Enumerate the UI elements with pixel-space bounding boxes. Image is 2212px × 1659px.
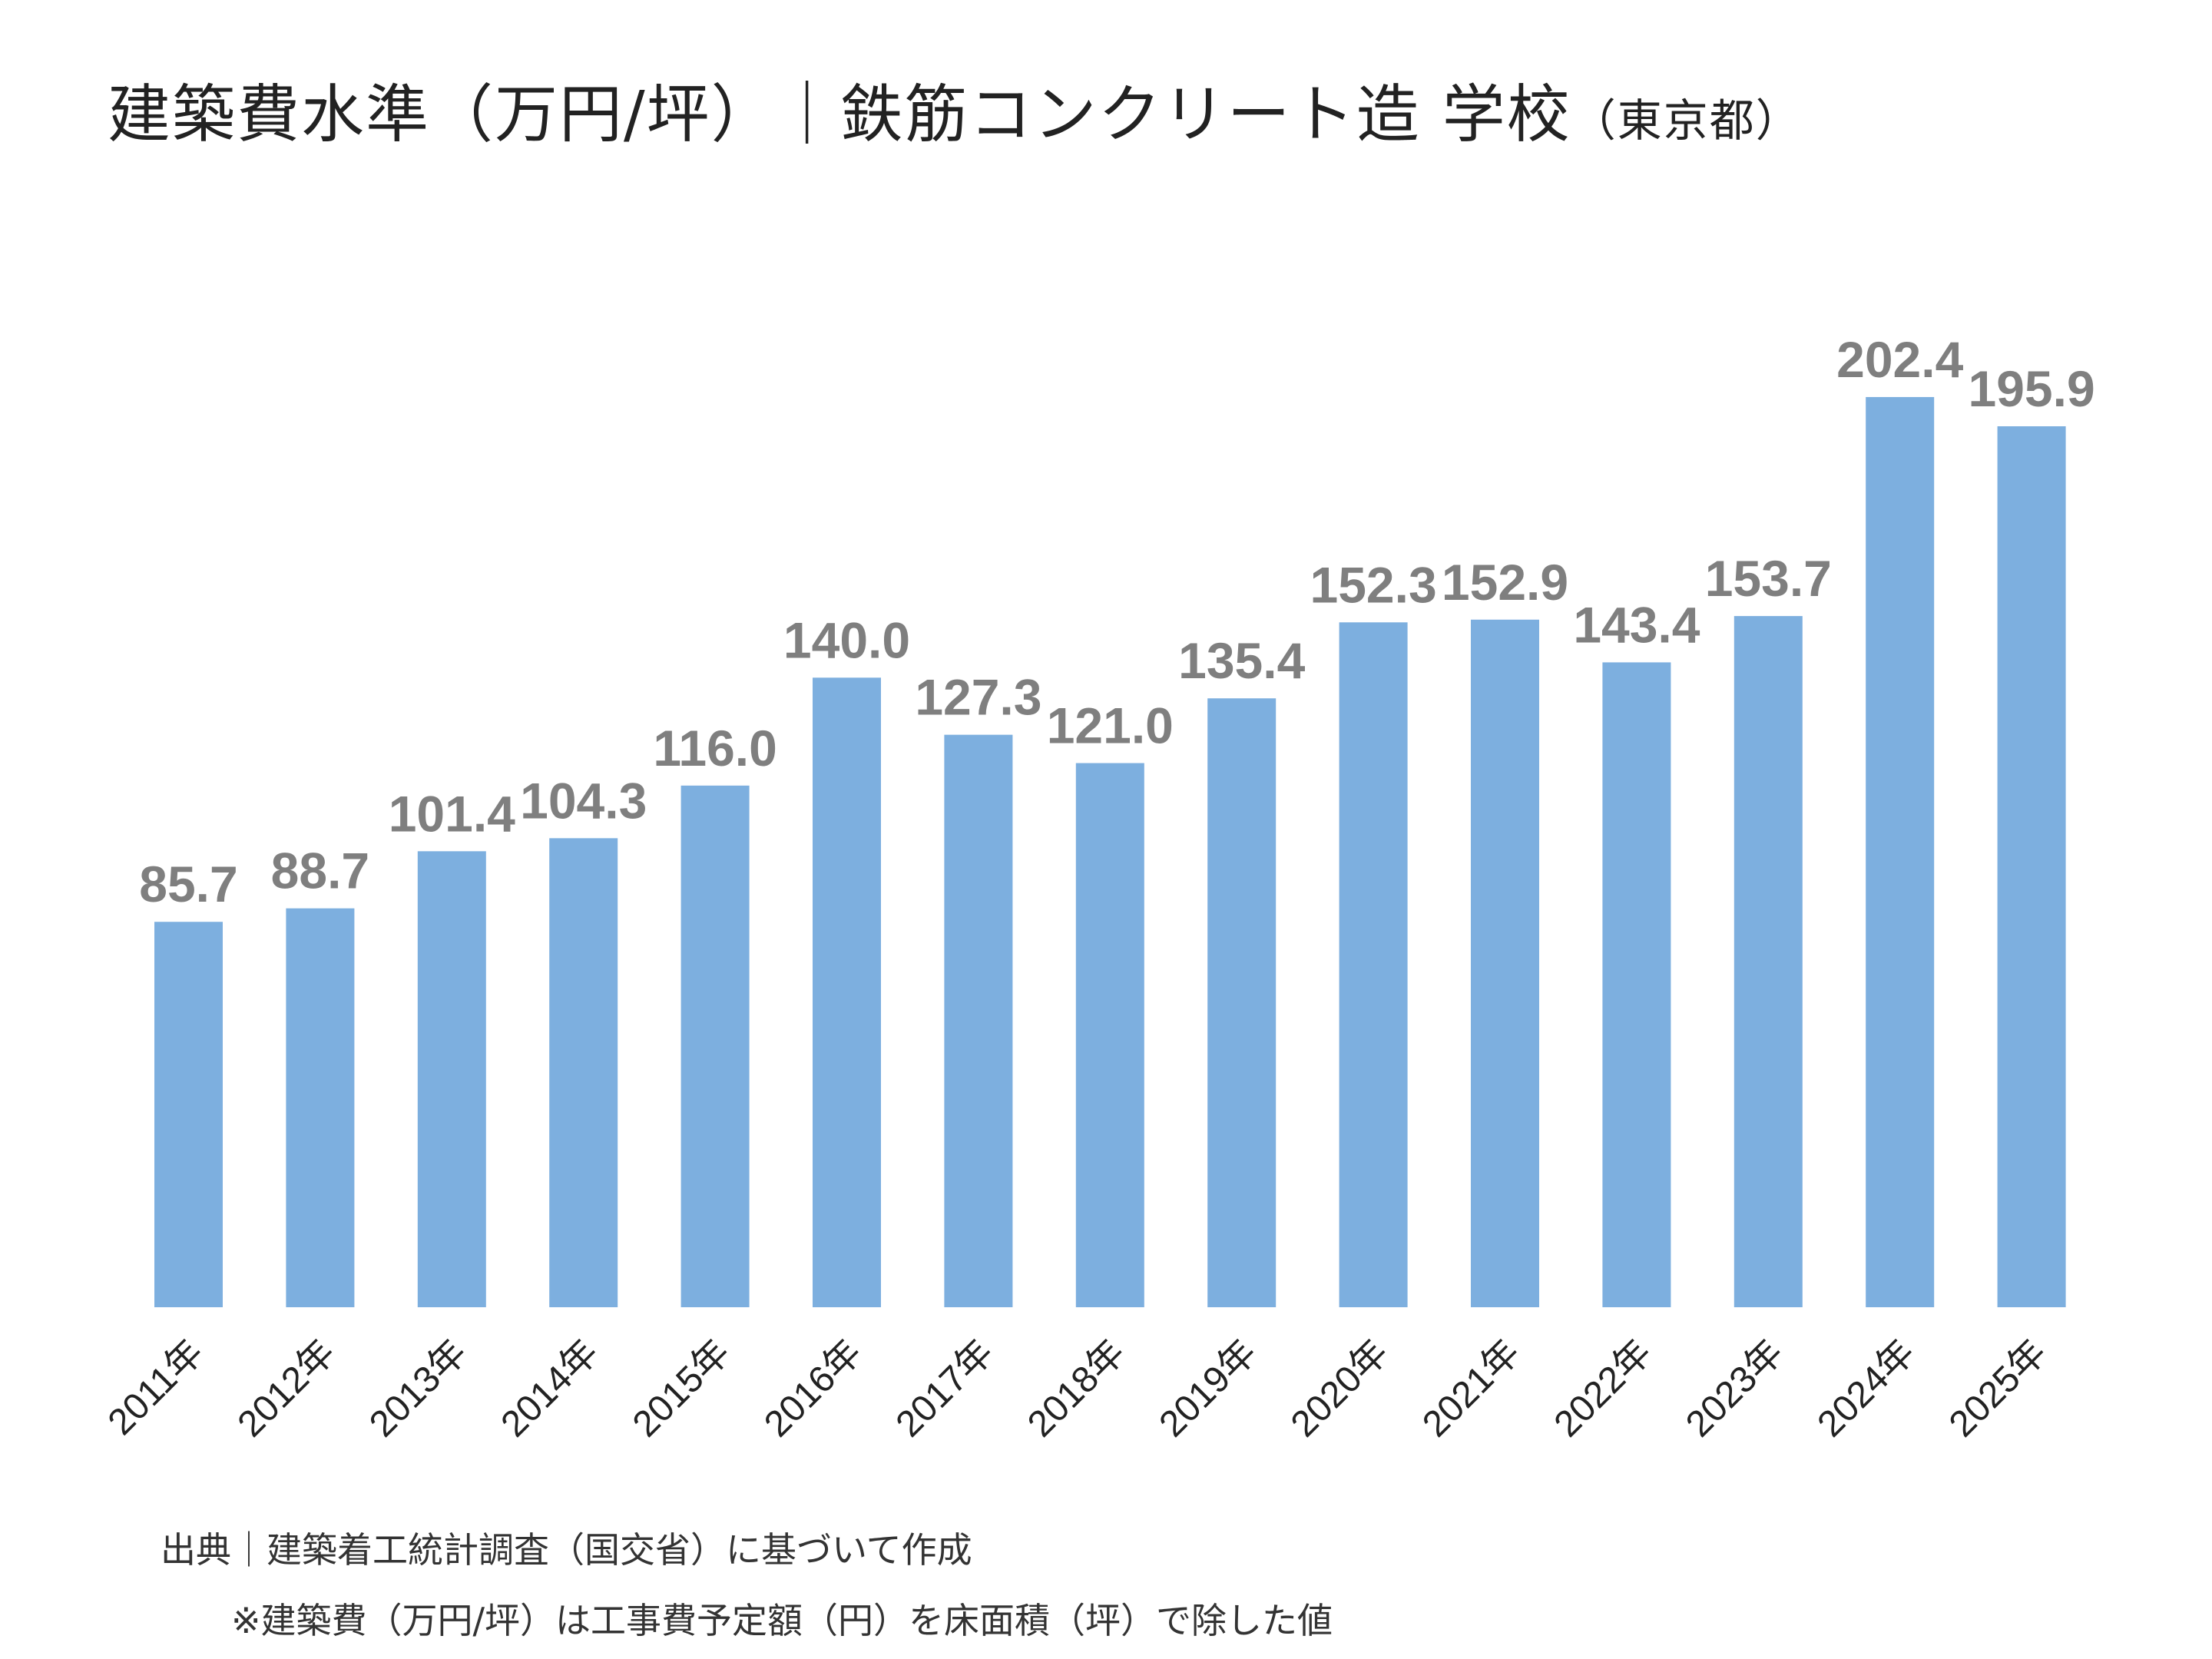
x-tick-label: 2016年	[757, 1332, 869, 1445]
chart-title: 建築費水準（万円/坪）｜鉄筋コンクリート造 学校（東京都）	[108, 63, 1802, 154]
x-tick-label: 2019年	[1152, 1332, 1265, 1445]
bar	[1471, 619, 1539, 1307]
data-label: 152.9	[1442, 554, 1568, 611]
bar	[154, 922, 223, 1307]
data-label: 116.0	[653, 720, 777, 777]
data-label: 152.3	[1310, 556, 1437, 613]
x-tick-label: 2012年	[230, 1332, 343, 1445]
x-tick-label: 2015年	[625, 1332, 738, 1445]
bar	[1997, 426, 2066, 1307]
x-tick-label: 2014年	[494, 1332, 607, 1445]
x-tick-label: 2013年	[362, 1332, 475, 1445]
x-tick-label: 2018年	[1020, 1332, 1133, 1445]
x-tick-label: 2023年	[1678, 1332, 1791, 1445]
data-label: 127.3	[915, 669, 1041, 726]
x-tick-label: 2017年	[889, 1332, 1002, 1445]
data-label: 140.0	[783, 611, 910, 668]
data-label: 153.7	[1705, 550, 1832, 607]
bar	[1866, 396, 1935, 1307]
bar	[1734, 616, 1803, 1307]
chart-title-text: 建築費水準（万円/坪）｜鉄筋コンクリート造 学校	[108, 78, 1571, 151]
x-tick-label: 2022年	[1547, 1332, 1660, 1445]
data-label: 101.4	[389, 785, 515, 842]
data-label: 85.7	[139, 856, 237, 912]
x-tick-label: 2021年	[1415, 1332, 1528, 1445]
bar	[1207, 698, 1277, 1307]
bar	[1339, 622, 1408, 1307]
footnote: ※建築費（万円/坪）は工事費予定額（円）を床面積（坪）で除した値	[231, 1600, 1333, 1641]
bar	[549, 838, 618, 1307]
x-tick-label: 2024年	[1810, 1332, 1923, 1445]
data-label: 143.4	[1573, 596, 1700, 653]
x-tick-label: 2020年	[1283, 1332, 1396, 1445]
bar	[1075, 763, 1144, 1307]
bar	[286, 908, 355, 1307]
source-note: 出典｜建築着工統計調査（国交省）に基づいて作成	[161, 1529, 972, 1571]
bar	[417, 851, 486, 1307]
bar	[1602, 662, 1671, 1307]
chart-subtitle: （東京都）	[1571, 94, 1802, 147]
x-tick-label: 2011年	[101, 1332, 211, 1442]
bar	[680, 785, 750, 1307]
data-label: 121.0	[1047, 697, 1174, 754]
data-label: 202.4	[1836, 331, 1963, 388]
bar	[944, 734, 1013, 1307]
bar	[813, 677, 881, 1307]
data-label: 104.3	[520, 772, 647, 829]
x-tick-label: 2025年	[1942, 1332, 2055, 1445]
data-label: 195.9	[1969, 360, 2095, 417]
data-label: 88.7	[271, 843, 369, 899]
data-label: 135.4	[1178, 632, 1305, 689]
